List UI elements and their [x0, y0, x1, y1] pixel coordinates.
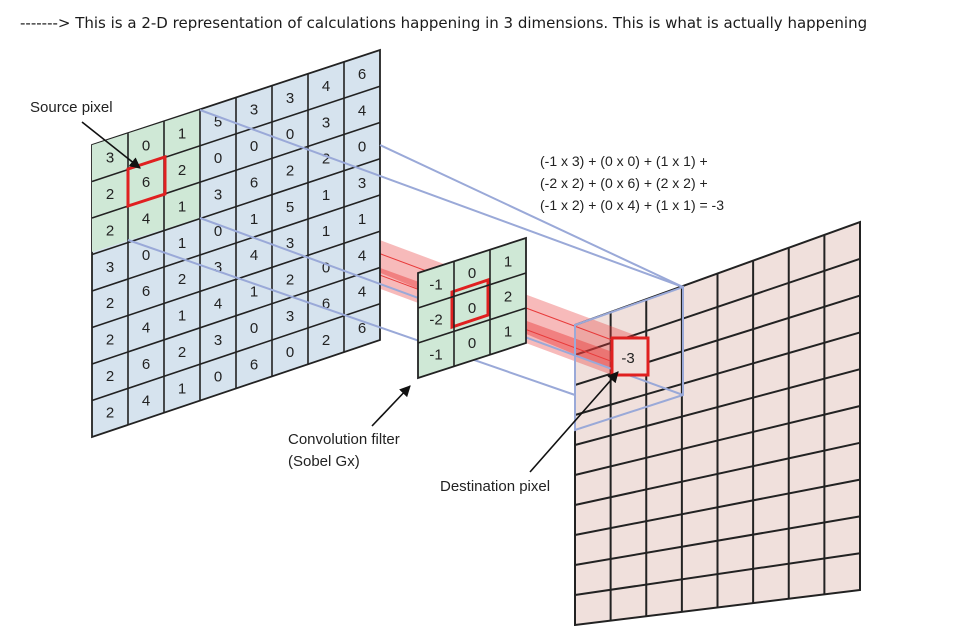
filter-cell-value: 1: [504, 323, 512, 340]
equation-line-1: (-1 x 3) + (0 x 0) + (1 x 1) +: [540, 153, 708, 169]
source-cell-value: 1: [178, 380, 186, 397]
filter-label-line2: (Sobel Gx): [288, 453, 360, 470]
source-cell-value: 0: [358, 139, 366, 156]
source-cell-value: 2: [286, 163, 294, 180]
source-cell-value: 2: [178, 271, 186, 288]
source-cell-value: 0: [250, 320, 258, 337]
filter-label-line1: Convolution filter: [288, 431, 400, 448]
source-cell-value: 4: [142, 393, 150, 410]
source-cell-value: 3: [106, 259, 114, 276]
source-cell-value: 4: [142, 210, 150, 227]
source-cell-value: 2: [178, 344, 186, 361]
equation-line-2: (-2 x 2) + (0 x 6) + (2 x 2) +: [540, 175, 708, 191]
source-cell-value: 1: [322, 223, 330, 240]
source-cell-value: 5: [214, 114, 222, 131]
source-cell-value: 0: [214, 150, 222, 167]
source-cell-value: 6: [142, 174, 150, 191]
source-cell-value: 5: [286, 199, 294, 216]
source-cell-value: 6: [250, 174, 258, 191]
source-cell-value: 2: [106, 295, 114, 312]
equation-line-3: (-1 x 2) + (0 x 4) + (1 x 1) = -3: [540, 197, 724, 213]
source-cell-value: 1: [250, 284, 258, 301]
filter-cell-value: -2: [429, 312, 442, 329]
source-cell-value: 0: [214, 368, 222, 385]
destination-value: -3: [621, 350, 634, 367]
source-cell-value: 3: [286, 90, 294, 107]
source-cell-value: 0: [142, 247, 150, 264]
source-cell-value: 2: [106, 186, 114, 203]
source-cell-value: 0: [286, 126, 294, 143]
source-cell-value: 4: [358, 102, 366, 119]
source-cell-value: 0: [322, 259, 330, 276]
source-cell-value: 2: [178, 162, 186, 179]
source-pixel-label: Source pixel: [30, 99, 113, 116]
source-pixel-highlight: [126, 154, 167, 209]
source-cell-value: 2: [322, 332, 330, 349]
source-cell-value: 4: [214, 296, 222, 313]
filter-arrow: [371, 385, 411, 427]
source-cell-value: 6: [358, 66, 366, 83]
source-cell-value: 2: [322, 151, 330, 168]
source-cell-value: 3: [250, 102, 258, 119]
source-cell-value: 4: [358, 284, 366, 301]
filter-cell-value: 0: [468, 335, 476, 352]
source-cell-value: 3: [214, 332, 222, 349]
source-cell-value: 2: [286, 271, 294, 288]
convolution-filter: -1 0 1 -2 0 2 -1 0 1: [417, 236, 527, 380]
source-cell-value: 4: [322, 78, 330, 95]
source-cell-value: 1: [178, 198, 186, 215]
source-cell-value: 2: [106, 368, 114, 385]
source-image-grid: 3 2 2 3 2 2 2 2 0 6 4 0 6 4 6 4 1 2 1 1 2 1 2 1 5 0 3 0 3 4 3 0 3 0 6 1 4 1 0 6…: [91, 48, 381, 439]
source-cell-value: 1: [178, 126, 186, 143]
source-cell-value: 3: [214, 259, 222, 276]
source-cell-value: 3: [358, 175, 366, 192]
destination-pixel-label: Destination pixel: [440, 478, 550, 495]
filter-cell-value: -1: [429, 277, 442, 294]
source-cell-value: 1: [250, 211, 258, 228]
filter-cell-value: 2: [504, 288, 512, 305]
header-caption: -------> This is a 2-D representation of…: [20, 14, 868, 32]
filter-cell-value: -1: [429, 347, 442, 364]
source-cell-value: 4: [142, 320, 150, 337]
source-cell-value: 6: [250, 356, 258, 373]
filter-center-highlight: [450, 277, 490, 330]
destination-pixel-highlight: [610, 336, 650, 377]
source-cell-value: 3: [286, 235, 294, 252]
source-cell-value: 1: [178, 235, 186, 252]
source-cell-value: 0: [250, 138, 258, 155]
source-cell-value: 3: [286, 308, 294, 325]
source-cell-value: 6: [358, 320, 366, 337]
source-cell-value: 0: [214, 223, 222, 240]
filter-cell-value: 0: [468, 300, 476, 317]
source-cell-value: 1: [322, 187, 330, 204]
source-cell-value: 0: [142, 137, 150, 154]
source-cell-value: 2: [106, 222, 114, 239]
source-cell-value: 1: [358, 211, 366, 228]
source-pixel-arrow: [81, 121, 141, 169]
source-cell-value: 4: [358, 247, 366, 264]
source-cell-value: 1: [178, 308, 186, 325]
source-cell-value: 2: [106, 332, 114, 349]
source-cell-value: 4: [250, 247, 258, 264]
source-cell-value: 3: [214, 186, 222, 203]
source-cell-value: 6: [322, 296, 330, 313]
source-cell-value: 2: [106, 405, 114, 422]
source-cell-value: 0: [286, 344, 294, 361]
filter-cell-value: 1: [504, 253, 512, 270]
source-cell-value: 3: [322, 114, 330, 131]
source-cell-value: 6: [142, 356, 150, 373]
filter-cell-value: 0: [468, 265, 476, 282]
destination-grid: [574, 220, 861, 626]
source-cell-value: 3: [106, 149, 114, 166]
source-cell-value: 6: [142, 283, 150, 300]
destination-pixel-arrow: [529, 371, 619, 473]
